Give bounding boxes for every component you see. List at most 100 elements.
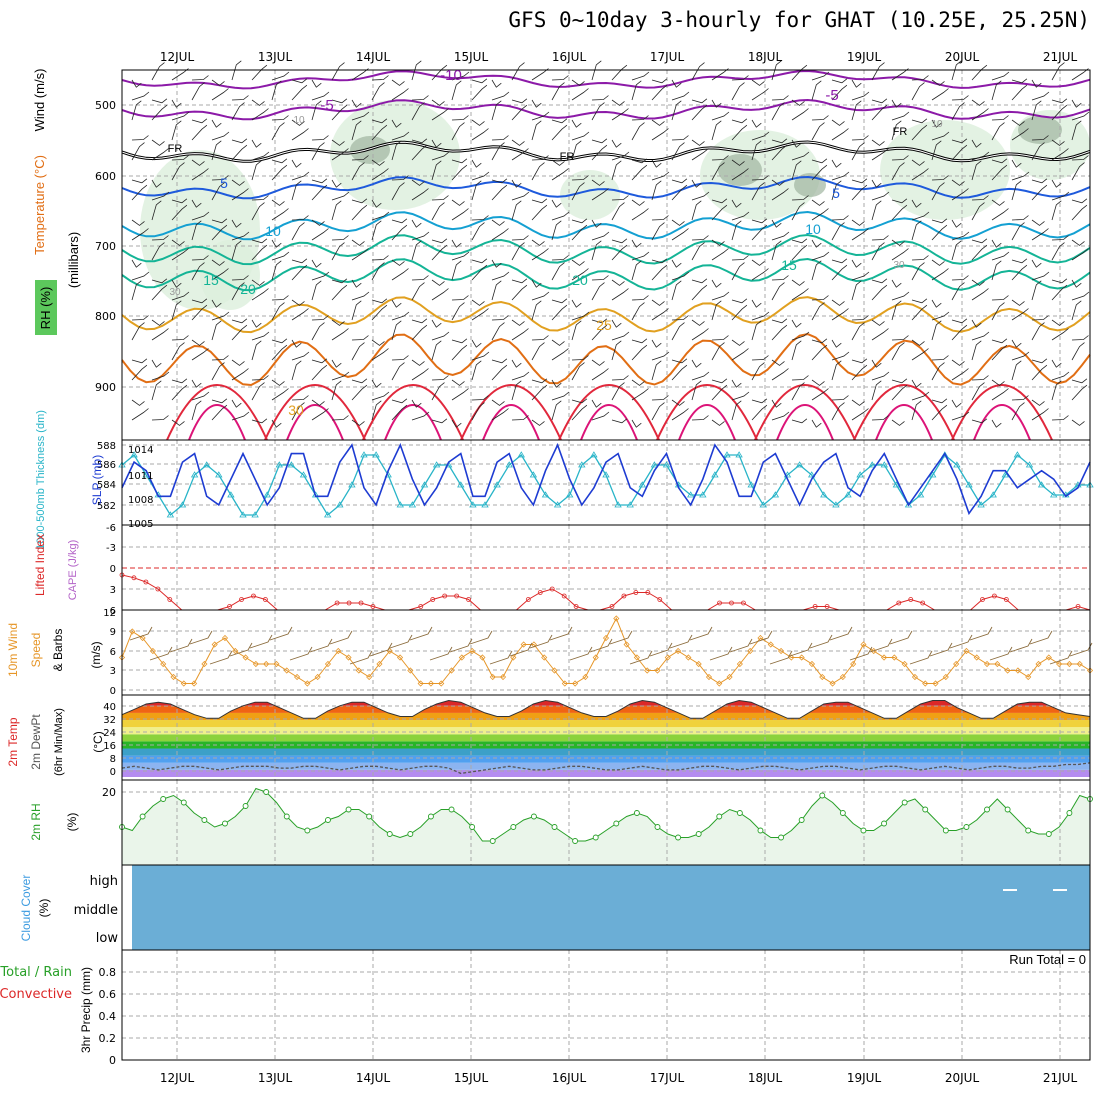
wind-barb <box>211 140 222 161</box>
wind-barb <box>171 204 188 221</box>
wind-speed-point <box>953 660 960 668</box>
wind-barb <box>951 60 962 81</box>
wind-speed-point <box>942 673 949 681</box>
li-point <box>167 597 173 602</box>
wind-barb <box>451 199 465 206</box>
wind-barb <box>1011 180 1022 201</box>
wind-barb <box>269 626 293 641</box>
wind-barb <box>371 304 388 321</box>
wind-barb <box>271 295 289 301</box>
wind-barb <box>329 630 353 645</box>
wind-barb <box>591 188 609 201</box>
wind-barb <box>291 299 305 306</box>
wind-barb <box>191 168 209 181</box>
wind-barb <box>451 80 462 101</box>
wind-barb <box>711 198 728 204</box>
wind-barb <box>251 139 262 148</box>
wind-barb <box>751 224 768 241</box>
wind-barb <box>1071 335 1089 341</box>
wind-barb <box>811 295 829 301</box>
wind-barb <box>351 248 369 261</box>
wind-barb <box>651 78 668 84</box>
wind-barb <box>1071 279 1082 288</box>
axis-label: (6hr Min/Max) <box>53 708 65 776</box>
wind-barb <box>871 278 888 284</box>
wind-barb <box>491 315 509 321</box>
wind-barb <box>1011 308 1029 321</box>
li-point <box>717 600 722 606</box>
wind-barb <box>251 319 262 328</box>
wind-barb <box>891 111 910 121</box>
wind-speed-point <box>489 673 496 681</box>
wind-barb <box>331 200 342 221</box>
wind-barb <box>671 315 689 321</box>
wind-barb <box>611 151 630 161</box>
wind-barb <box>411 138 428 144</box>
wind-barb <box>851 184 868 201</box>
wind-barb <box>971 418 988 424</box>
thickness-point <box>916 491 925 498</box>
wind-barb <box>951 275 969 281</box>
wind-barb <box>491 259 502 268</box>
wind-speed-point <box>963 647 970 655</box>
wind-barb <box>751 79 765 86</box>
wind-barb <box>351 384 368 401</box>
wind-barb <box>571 299 582 308</box>
wind-barb <box>349 650 373 665</box>
wind-barb <box>291 222 305 241</box>
wind-barb <box>911 255 929 261</box>
wind-barb <box>671 280 682 301</box>
wind-barb <box>791 195 809 201</box>
rh-point <box>242 803 249 809</box>
wind-barb <box>391 79 405 86</box>
wind-barb <box>931 88 949 101</box>
wind-barb <box>711 342 725 361</box>
ytick-label: 0.6 <box>99 988 117 1001</box>
li-point <box>430 597 436 602</box>
wind-barb <box>751 311 770 321</box>
rh-point <box>839 810 846 816</box>
wind-barb <box>311 219 325 226</box>
wind-barb <box>811 71 830 81</box>
wind-barb <box>1051 284 1068 301</box>
rh-legend-swatch <box>35 280 57 335</box>
wind-barb <box>211 79 225 86</box>
wind-barb <box>291 128 309 141</box>
wind-barb <box>831 351 850 361</box>
axis-labels: Wind (m/s) Temperature (°C) RH (%) (milliba… <box>0 69 105 1053</box>
wind-barb <box>151 191 170 201</box>
cloud-gap <box>1003 889 1017 891</box>
temp-contour-35 <box>166 384 268 441</box>
li-line <box>121 574 1091 611</box>
wind-barb <box>971 108 989 121</box>
wind-barb <box>911 339 925 346</box>
wind-barb <box>671 219 685 226</box>
wind-speed-point <box>541 654 548 661</box>
date-label-bottom: 17JUL <box>650 1071 685 1085</box>
wind-barb <box>831 159 842 168</box>
wind-barb <box>971 279 985 286</box>
wind-barb <box>331 98 348 104</box>
ytick-label: 12 <box>103 608 116 619</box>
wind-barb <box>291 78 308 84</box>
wind-barb <box>211 362 225 381</box>
wind-barb <box>1051 415 1069 421</box>
thickness-point <box>420 481 429 488</box>
wind-barb <box>751 182 765 201</box>
wind-barb <box>889 630 913 645</box>
wind-barb <box>1051 139 1065 146</box>
rh-point <box>469 824 476 830</box>
wind-speed-point <box>582 673 589 681</box>
wind-barb <box>871 148 889 161</box>
wind-speed-point <box>983 660 991 668</box>
wind-barb <box>391 404 408 421</box>
wind-barb <box>431 202 445 221</box>
wind-barb <box>911 262 925 281</box>
wind-barb <box>991 302 1005 321</box>
wind-speed-point <box>675 647 682 655</box>
wind-barb <box>691 242 705 261</box>
wind-barb <box>151 139 165 146</box>
wind-speed-point <box>417 680 424 687</box>
wind-barb <box>311 408 329 421</box>
